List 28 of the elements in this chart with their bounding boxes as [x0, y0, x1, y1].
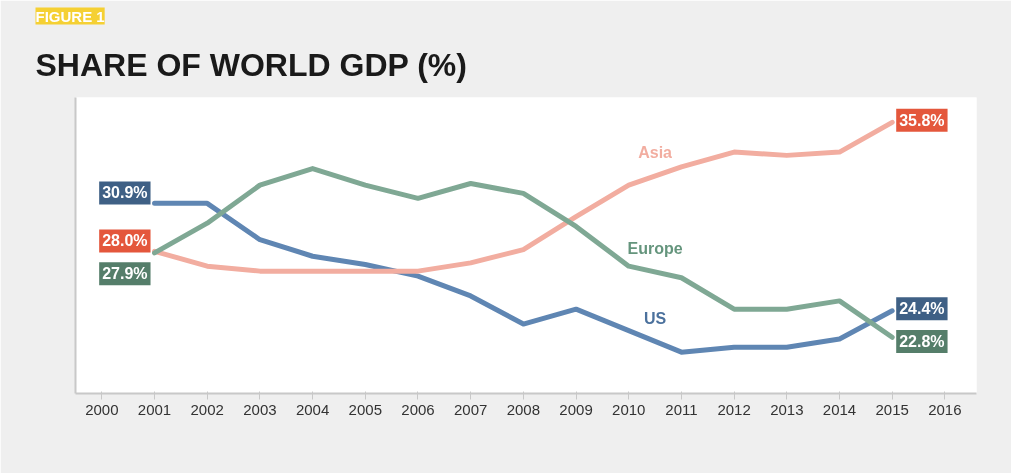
caption: FIGURE 1	[35, 7, 105, 25]
data-label: 30.9%	[102, 184, 148, 202]
x-tick-label: 2013	[770, 400, 804, 418]
x-tick-label: 2004	[295, 400, 330, 418]
series-label: Asia	[638, 144, 673, 162]
x-tick-label: 2005	[348, 400, 382, 418]
data-label: 28.0%	[102, 232, 148, 250]
x-tick-label: 2001	[137, 400, 172, 418]
chart-title: SHARE OF WORLD GDP (%)	[35, 46, 467, 83]
series-label: Europe	[627, 240, 683, 258]
x-tick-label: 2012	[717, 400, 751, 418]
x-tick-label: 2000	[85, 400, 119, 418]
x-tick-label: 2007	[453, 400, 488, 418]
series-label: US	[643, 309, 667, 327]
x-tick-label: 2006	[401, 400, 435, 418]
x-tick-label: 2002	[190, 400, 224, 418]
data-label: 35.8%	[899, 111, 945, 129]
x-tick-label: 2008	[506, 400, 541, 418]
x-tick-label: 2016	[928, 400, 962, 418]
data-label: 24.4%	[899, 300, 945, 318]
x-tick-label: 2003	[243, 400, 277, 418]
data-label: 27.9%	[102, 265, 148, 283]
x-tick-label: 2014	[822, 400, 857, 418]
x-tick-label: 2010	[612, 400, 646, 418]
x-tick-label: 2015	[875, 400, 909, 418]
x-tick-label: 2011	[665, 400, 698, 418]
x-tick-label: 2009	[559, 400, 593, 418]
data-label: 22.8%	[899, 333, 945, 351]
